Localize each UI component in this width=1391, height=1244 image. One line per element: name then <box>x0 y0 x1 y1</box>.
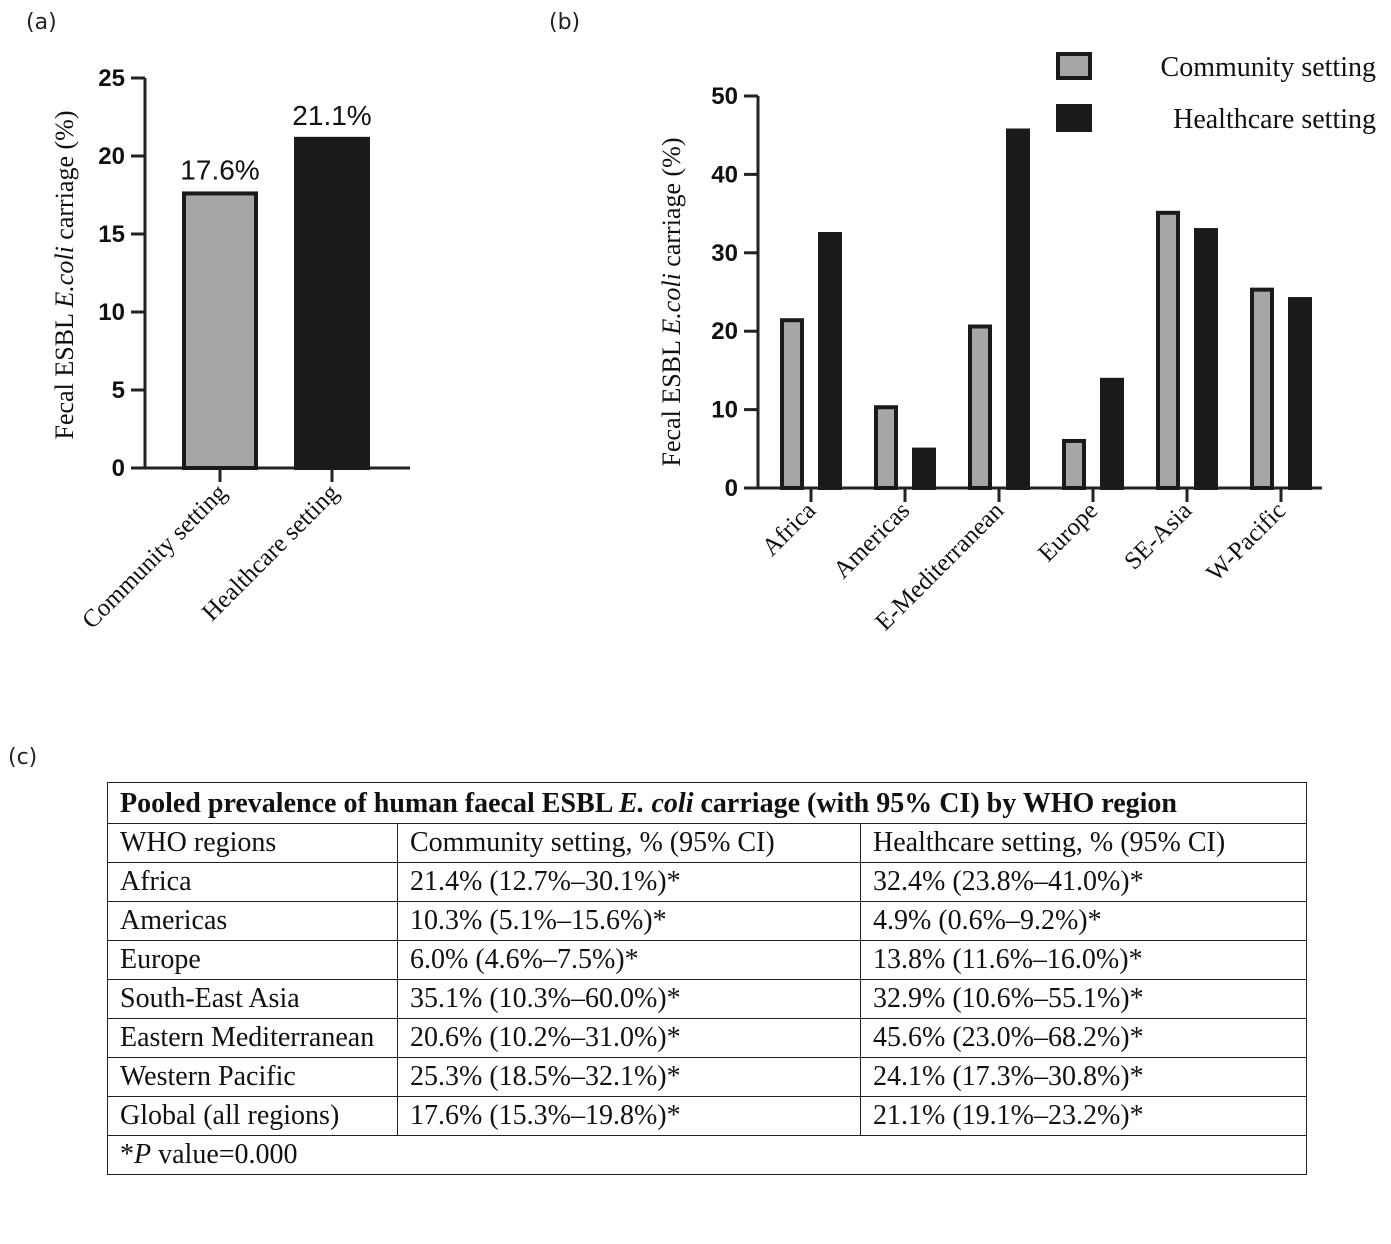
bar-healthcare <box>1288 297 1312 490</box>
table-row: Africa 21.4% (12.7%–30.1%)* 32.4% (23.8%… <box>107 862 1308 902</box>
bar-community <box>1250 287 1274 490</box>
legend-label: Community setting <box>1161 52 1376 83</box>
healthcare-cell: 24.1% (17.3%–30.8%)* <box>859 1057 1308 1097</box>
table-title: Pooled prevalence of human faecal ESBL E… <box>106 782 1308 824</box>
y-axis-label-italic: E.coli <box>50 246 79 308</box>
panel-label-c: (c) <box>8 745 38 770</box>
community-cell: 25.3% (18.5%–32.1%)* <box>397 1057 861 1097</box>
community-cell: 6.0% (4.6%–7.5%)* <box>397 940 861 980</box>
table-row: Global (all regions) 17.6% (15.3%–19.8%)… <box>107 1096 1308 1136</box>
table-row: Americas 10.3% (5.1%–15.6%)* 4.9% (0.6%–… <box>107 901 1308 941</box>
x-tick-label: Africa <box>757 497 821 561</box>
region-cell: South-East Asia <box>107 979 398 1019</box>
bar-healthcare <box>818 231 842 490</box>
bar-community <box>1062 438 1086 490</box>
community-cell: 20.6% (10.2%–31.0%)* <box>397 1018 861 1058</box>
panel-label-b: (b) <box>549 10 581 35</box>
table-title-row: Pooled prevalence of human faecal ESBL E… <box>106 782 1308 824</box>
healthcare-cell: 32.9% (10.6%–55.1%)* <box>859 979 1308 1019</box>
x-tick-label: SE-Asia <box>1119 497 1197 575</box>
y-axis-label-italic: E.coli <box>657 273 686 335</box>
table-row: South-East Asia 35.1% (10.3%–60.0%)* 32.… <box>107 979 1308 1019</box>
table-row: Eastern Mediterranean 20.6% (10.2%–31.0%… <box>107 1018 1308 1058</box>
region-cell: Western Pacific <box>107 1057 398 1097</box>
header-region: WHO regions <box>107 823 398 863</box>
y-tick-label: 50 <box>711 83 738 110</box>
bar-healthcare <box>1100 377 1124 491</box>
healthcare-cell: 45.6% (23.0%–68.2%)* <box>859 1018 1308 1058</box>
y-tick-label: 10 <box>711 397 738 424</box>
table-row: Western Pacific 25.3% (18.5%–32.1%)* 24.… <box>107 1057 1308 1097</box>
bar-community <box>780 318 804 490</box>
bar-data-label: 21.1% <box>292 100 371 131</box>
panel-label-a: (a) <box>26 10 57 35</box>
legend-swatch <box>1056 104 1092 132</box>
y-tick-label: 40 <box>711 161 738 188</box>
region-cell: Africa <box>107 862 398 902</box>
bar <box>182 191 258 470</box>
y-axis-label-part: Fecal ESBL <box>657 335 686 467</box>
healthcare-cell: 21.1% (19.1%–23.2%)* <box>859 1096 1308 1136</box>
bar-healthcare <box>912 447 936 491</box>
bar <box>294 136 370 470</box>
header-community: Community setting, % (95% CI) <box>397 823 861 863</box>
healthcare-cell: 32.4% (23.8%–41.0%)* <box>859 862 1308 902</box>
prevalence-table: Pooled prevalence of human faecal ESBL E… <box>106 782 1308 1175</box>
y-tick-label: 0 <box>725 475 738 502</box>
y-tick-label: 5 <box>112 377 125 404</box>
x-tick-label: Americas <box>828 497 915 584</box>
chart-b: 0 10 20 30 40 50 Fecal ESBL E.coli carriage (%… <box>657 52 1376 636</box>
legend-label: Healthcare setting <box>1173 104 1376 135</box>
y-tick-label: 15 <box>98 221 125 248</box>
bar-community <box>1156 210 1180 490</box>
community-cell: 35.1% (10.3%–60.0%)* <box>397 979 861 1019</box>
bar-data-label: 17.6% <box>180 154 259 185</box>
table-row: Europe 6.0% (4.6%–7.5%)* 13.8% (11.6%–16… <box>107 940 1308 980</box>
y-axis-label-part: Fecal ESBL <box>50 308 79 440</box>
y-axis-label: Fecal ESBL E.coli carriage (%) <box>50 111 79 440</box>
y-tick-label: 30 <box>711 240 738 267</box>
bar-healthcare <box>1194 228 1218 490</box>
community-cell: 17.6% (15.3%–19.8%)* <box>397 1096 861 1136</box>
region-cell: Global (all regions) <box>107 1096 398 1136</box>
chart-a: 0 5 10 15 20 25 Fecal ESBL E.coli carriage (%)… <box>50 65 410 634</box>
y-tick-label: 0 <box>112 455 125 482</box>
y-axis-label: Fecal ESBL E.coli carriage (%) <box>657 138 686 467</box>
region-cell: Americas <box>107 901 398 941</box>
region-cell: Europe <box>107 940 398 980</box>
table-header-row: WHO regions Community setting, % (95% CI… <box>107 823 1308 863</box>
table-note-row: *P value=0.000 <box>106 1135 1308 1175</box>
community-cell: 10.3% (5.1%–15.6%)* <box>397 901 861 941</box>
healthcare-cell: 13.8% (11.6%–16.0%)* <box>859 940 1308 980</box>
healthcare-cell: 4.9% (0.6%–9.2%)* <box>859 901 1308 941</box>
table-note: *P value=0.000 <box>106 1135 1308 1175</box>
header-healthcare: Healthcare setting, % (95% CI) <box>859 823 1308 863</box>
region-cell: Eastern Mediterranean <box>107 1018 398 1058</box>
y-axis-label-part: carriage (%) <box>657 138 686 274</box>
x-tick-label: W-Pacific <box>1201 497 1291 587</box>
community-cell: 21.4% (12.7%–30.1%)* <box>397 862 861 902</box>
y-tick-label: 20 <box>711 318 738 345</box>
y-tick-label: 25 <box>98 65 125 92</box>
x-tick-label: Europe <box>1033 497 1103 567</box>
bar-community <box>968 324 992 490</box>
legend-swatch <box>1056 52 1092 80</box>
bar-healthcare <box>1006 128 1030 490</box>
y-axis-label-part: carriage (%) <box>50 111 79 247</box>
y-tick-label: 10 <box>98 299 125 326</box>
y-tick-label: 20 <box>98 143 125 170</box>
bar-community <box>874 405 898 490</box>
